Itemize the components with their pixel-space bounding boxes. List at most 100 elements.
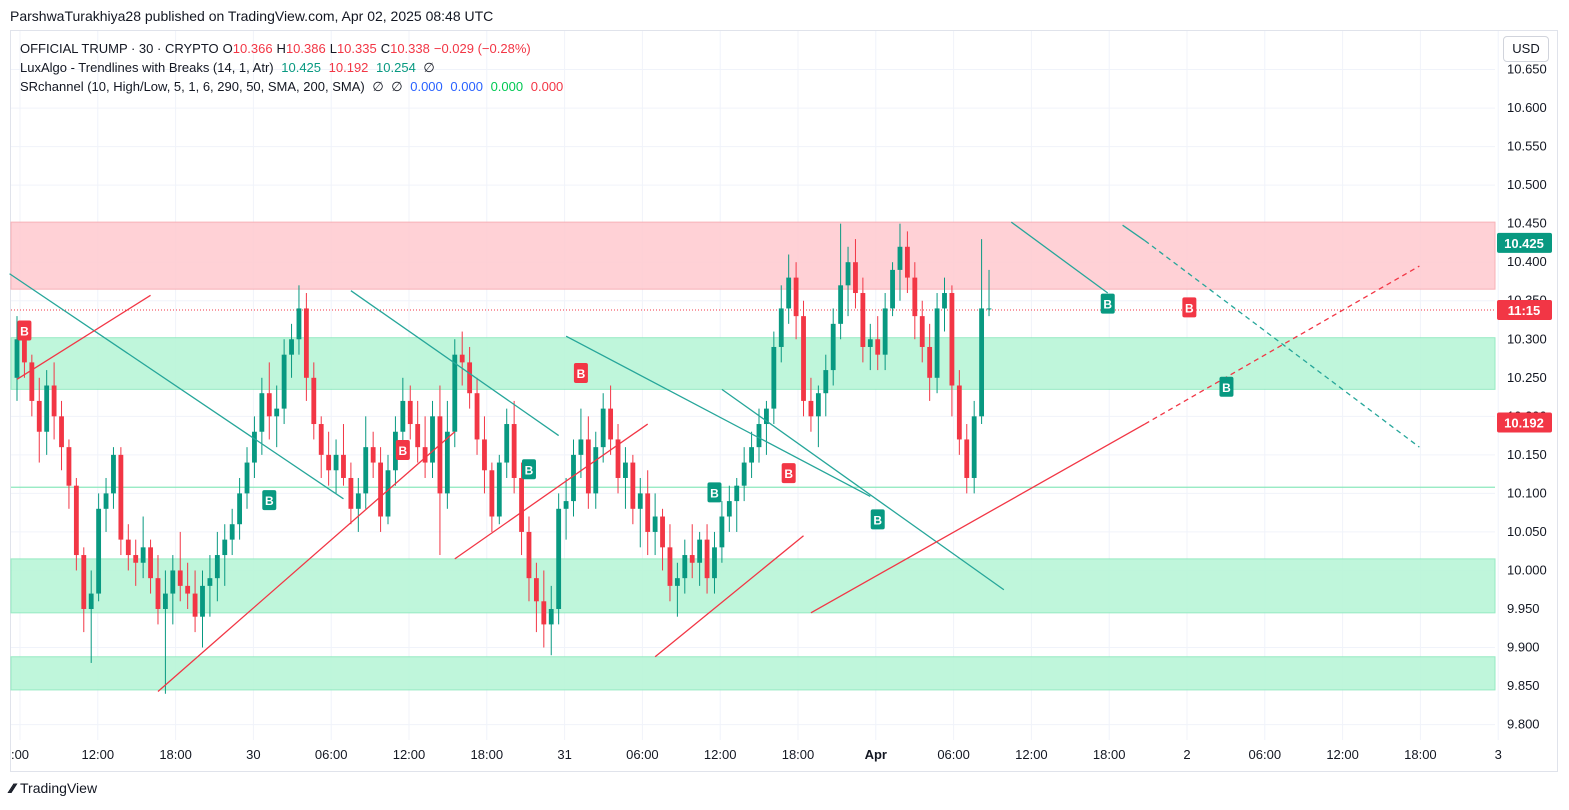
candle-body[interactable] [318,424,324,455]
candle-body[interactable] [259,393,265,432]
candle-body[interactable] [904,246,910,278]
trendline-down[interactable] [1010,221,1109,294]
candle-body[interactable] [964,439,970,478]
candle-body[interactable] [140,547,146,563]
candle-body[interactable] [311,377,317,425]
candle-body[interactable] [252,431,257,463]
candle-body[interactable] [400,400,406,432]
candle-body[interactable] [148,547,153,579]
candle-body[interactable] [934,308,940,378]
candle-body[interactable] [59,416,64,448]
candle-body[interactable] [303,308,309,378]
candle-body[interactable] [29,362,35,401]
candle-body[interactable] [593,447,599,494]
chart-frame[interactable] [10,30,1558,772]
candle-body[interactable] [830,323,836,371]
candle-body[interactable] [22,339,27,363]
candle-body[interactable] [823,370,829,394]
candle-body[interactable] [793,277,799,317]
candle-body[interactable] [81,555,87,609]
candle-body[interactable] [719,516,725,548]
candle-body[interactable] [162,593,168,609]
trendline-down[interactable] [721,388,1005,591]
candle-body[interactable] [66,447,72,486]
footer-brand[interactable]: ⁄⁄⁄ TradingView [10,780,97,796]
candle-body[interactable] [155,578,161,609]
candle-body[interactable] [125,539,131,556]
candle-body[interactable] [867,339,873,347]
candle-body[interactable] [771,346,777,409]
candle-body[interactable] [637,493,643,509]
candle-body[interactable] [541,601,547,625]
candle-body[interactable] [326,454,332,471]
candle-body[interactable] [393,431,398,471]
candle-body[interactable] [474,393,480,440]
currency-button[interactable]: USD [1503,36,1549,62]
candle-body[interactable] [682,555,688,579]
candle-body[interactable] [467,362,473,394]
candle-body[interactable] [756,424,762,448]
legend-indicator-srchannel[interactable]: SRchannel (10, High/Low, 5, 1, 6, 290, 5… [20,77,567,96]
candle-body[interactable] [237,493,243,525]
candle-body[interactable] [882,308,888,355]
candle-body[interactable] [979,308,985,417]
trendline-down[interactable] [1122,224,1146,242]
signal-badge-buy[interactable] [1100,293,1115,314]
candle-body[interactable] [430,416,435,463]
candle-body[interactable] [571,454,576,502]
candle-body[interactable] [890,269,895,309]
candle-body[interactable] [712,547,717,579]
candle-body[interactable] [630,462,636,509]
candle-body[interactable] [363,447,369,494]
candle-body[interactable] [726,501,732,517]
signal-badge-sell[interactable] [573,362,588,383]
candle-body[interactable] [533,578,539,602]
candle-body[interactable] [548,608,554,625]
candle-body[interactable] [660,516,665,548]
trendline-up[interactable] [454,423,649,560]
candle-body[interactable] [615,439,621,478]
candle-body[interactable] [185,585,191,594]
candle-body[interactable] [838,285,844,324]
candle-body[interactable] [244,462,250,494]
candle-body[interactable] [971,416,977,478]
candle-body[interactable] [504,424,510,463]
trendline-up[interactable] [810,423,1146,614]
candle-body[interactable] [853,262,858,294]
trendline-down[interactable] [1144,240,1420,448]
candle-body[interactable] [749,447,754,463]
trendline-down[interactable] [350,290,560,437]
candle-body[interactable] [949,293,955,386]
candle-body[interactable] [370,447,376,463]
candle-body[interactable] [808,400,814,417]
candle-body[interactable] [437,416,443,494]
candle-body[interactable] [274,408,280,417]
candle-body[interactable] [73,485,79,556]
candle-body[interactable] [444,431,450,494]
signal-badge-sell[interactable] [17,320,32,341]
signal-badge-buy[interactable] [1219,376,1234,397]
candle-body[interactable] [511,424,517,478]
candle-body[interactable] [36,400,42,432]
trendline-down[interactable] [565,335,871,498]
candle-body[interactable] [214,555,220,579]
candle-body[interactable] [96,508,102,594]
candle-body[interactable] [741,462,747,486]
price-axis-badge[interactable] [1497,232,1552,253]
candle-body[interactable] [452,354,458,432]
candle-body[interactable] [897,246,903,270]
candle-body[interactable] [489,470,495,517]
candle-body[interactable] [88,593,94,609]
candle-body[interactable] [919,316,925,347]
candle-body[interactable] [118,454,124,540]
candle-body[interactable] [222,539,228,556]
candle-body[interactable] [875,339,881,355]
candle-body[interactable] [689,555,695,563]
candle-body[interactable] [942,293,947,309]
legend-indicator-trendlines[interactable]: LuxAlgo - Trendlines with Breaks (14, 1,… [20,58,567,77]
candle-body[interactable] [578,439,584,455]
candle-body[interactable] [734,485,740,502]
candle-body[interactable] [170,570,176,594]
candle-body[interactable] [645,493,651,532]
candle-body[interactable] [623,462,628,478]
